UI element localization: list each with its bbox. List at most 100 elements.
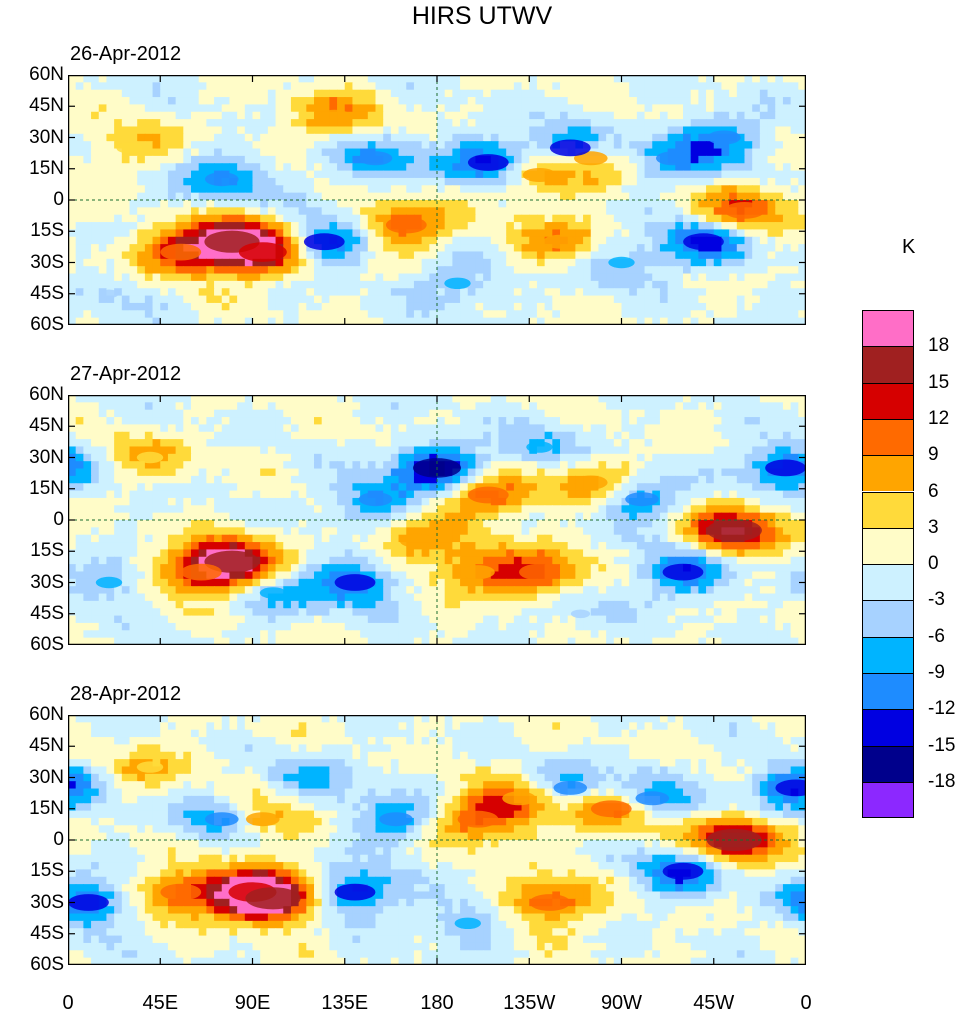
- heatmap-cell: [153, 491, 161, 499]
- heatmap-cell: [406, 163, 414, 171]
- heatmap-cell: [414, 505, 422, 513]
- heatmap-cell: [99, 119, 107, 127]
- heatmap-cell: [422, 229, 430, 237]
- heatmap-cell: [706, 483, 714, 491]
- heatmap-cell: [729, 410, 737, 418]
- heatmap-cell: [206, 104, 214, 112]
- heatmap-cell: [522, 259, 530, 267]
- heatmap-cell: [352, 222, 360, 230]
- heatmap-cell: [130, 476, 138, 484]
- heatmap-cell: [552, 119, 560, 127]
- heatmap-cell: [199, 185, 207, 193]
- heatmap-cell: [598, 104, 606, 112]
- heatmap-cell: [522, 237, 530, 245]
- heatmap-cell: [522, 266, 530, 274]
- heatmap-cell: [283, 469, 291, 477]
- heatmap-cell: [698, 446, 706, 454]
- heatmap-cell: [552, 251, 560, 259]
- heatmap-cell: [706, 469, 714, 477]
- heatmap-cell: [506, 454, 514, 462]
- heatmap-cell: [575, 424, 583, 432]
- heatmap-cell: [199, 119, 207, 127]
- heatmap-cell: [522, 104, 530, 112]
- heatmap-cell: [145, 513, 153, 521]
- heatmap-cell: [337, 134, 345, 142]
- heatmap-cell: [276, 520, 284, 528]
- heatmap-cell: [130, 491, 138, 499]
- heatmap-cell: [352, 505, 360, 513]
- heatmap-cell: [614, 491, 622, 499]
- heatmap-cell: [253, 104, 261, 112]
- heatmap-cell: [199, 149, 207, 157]
- heatmap-cell: [606, 90, 614, 98]
- heatmap-cell: [383, 274, 391, 282]
- heatmap-cell: [99, 90, 107, 98]
- heatmap-cell: [91, 82, 99, 90]
- heatmap-cell: [299, 483, 307, 491]
- heatmap-cell: [153, 104, 161, 112]
- heatmap-cell: [791, 126, 799, 134]
- heatmap-cell: [522, 244, 530, 252]
- heatmap-cell: [229, 513, 237, 521]
- heatmap-cell: [591, 296, 599, 304]
- heatmap-cell: [514, 215, 522, 223]
- heatmap-cell: [352, 402, 360, 410]
- heatmap-cell: [306, 259, 314, 267]
- heatmap-cell: [568, 215, 576, 223]
- heatmap-cell: [637, 126, 645, 134]
- heatmap-cell: [199, 439, 207, 447]
- heatmap-cell: [768, 200, 776, 208]
- heatmap-cell: [191, 513, 199, 521]
- heatmap-cell: [652, 410, 660, 418]
- heatmap-cell: [560, 90, 568, 98]
- heatmap-cell: [91, 310, 99, 318]
- heatmap-cell: [399, 476, 407, 484]
- heatmap-cell: [391, 119, 399, 127]
- heatmap-cell: [629, 126, 637, 134]
- heatmap-cell: [460, 112, 468, 120]
- heatmap-cell: [260, 207, 268, 215]
- heatmap-cell: [437, 505, 445, 513]
- heatmap-cell: [499, 446, 507, 454]
- heatmap-cell: [529, 222, 537, 230]
- heatmap-cell: [545, 119, 553, 127]
- heatmap-cell: [214, 149, 222, 157]
- heatmap-cell: [652, 469, 660, 477]
- heatmap-cell: [491, 229, 499, 237]
- heatmap-cell: [622, 461, 630, 469]
- heatmap-cell: [306, 454, 314, 462]
- heatmap-cell: [383, 200, 391, 208]
- heatmap-cell: [514, 259, 522, 267]
- heatmap-cell: [322, 498, 330, 506]
- heatmap-cell: [468, 461, 476, 469]
- heatmap-cell: [437, 498, 445, 506]
- heatmap-cell: [560, 97, 568, 105]
- heatmap-cell: [399, 296, 407, 304]
- heatmap-cell: [522, 483, 530, 491]
- heatmap-cell: [445, 178, 453, 186]
- heatmap-cell: [499, 90, 507, 98]
- heatmap-cell: [483, 90, 491, 98]
- heatmap-cell: [352, 469, 360, 477]
- heatmap-cell: [629, 207, 637, 215]
- heatmap-cell: [475, 296, 483, 304]
- heatmap-cell: [168, 461, 176, 469]
- heatmap-cell: [130, 259, 138, 267]
- heatmap-cell: [752, 156, 760, 164]
- heatmap-cell: [429, 274, 437, 282]
- heatmap-cell: [583, 104, 591, 112]
- heatmap-cell: [683, 90, 691, 98]
- heatmap-cell: [683, 461, 691, 469]
- heatmap-cell: [299, 402, 307, 410]
- heatmap-cell: [545, 251, 553, 259]
- heatmap-cell: [706, 82, 714, 90]
- heatmap-cell: [106, 97, 114, 105]
- heatmap-cell: [737, 432, 745, 440]
- heatmap-cell: [368, 266, 376, 274]
- heatmap-cell: [622, 82, 630, 90]
- heatmap-cell: [721, 82, 729, 90]
- heatmap-cell: [376, 274, 384, 282]
- heatmap-cell: [306, 476, 314, 484]
- heatmap-cell: [376, 310, 384, 318]
- heatmap-cell: [314, 185, 322, 193]
